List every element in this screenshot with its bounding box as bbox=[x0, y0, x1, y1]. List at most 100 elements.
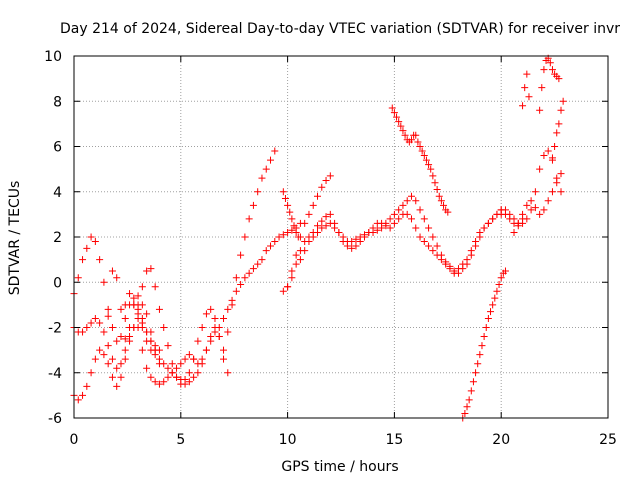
data-point bbox=[151, 378, 159, 386]
data-point bbox=[514, 222, 522, 230]
data-point bbox=[559, 97, 567, 105]
data-point bbox=[531, 188, 539, 196]
data-point bbox=[164, 364, 172, 372]
data-point bbox=[493, 287, 501, 295]
data-point bbox=[151, 351, 159, 359]
data-point bbox=[403, 210, 411, 218]
data-point bbox=[393, 113, 401, 121]
data-point bbox=[551, 143, 559, 150]
data-point bbox=[390, 109, 398, 117]
data-point bbox=[224, 328, 232, 336]
data-point bbox=[444, 208, 452, 216]
y-tick-label: 2 bbox=[53, 230, 62, 246]
data-point bbox=[173, 373, 181, 381]
data-point bbox=[487, 308, 495, 316]
data-point bbox=[130, 301, 138, 309]
data-point bbox=[480, 224, 488, 232]
data-point bbox=[461, 409, 469, 417]
data-point bbox=[254, 260, 262, 268]
data-point bbox=[181, 376, 189, 384]
data-point bbox=[134, 292, 142, 300]
data-point bbox=[497, 210, 505, 218]
data-point bbox=[164, 342, 172, 350]
data-point bbox=[211, 328, 219, 336]
data-point bbox=[113, 274, 121, 282]
data-point bbox=[79, 328, 87, 336]
data-point bbox=[540, 152, 548, 160]
y-tick-label: 4 bbox=[53, 185, 62, 201]
data-point bbox=[519, 210, 527, 218]
data-point bbox=[420, 215, 428, 223]
data-point bbox=[74, 396, 82, 404]
data-layer bbox=[70, 54, 567, 422]
series-track-a bbox=[70, 233, 163, 354]
data-point bbox=[279, 188, 287, 196]
data-point bbox=[557, 170, 565, 178]
data-point bbox=[288, 267, 296, 275]
data-point bbox=[232, 274, 240, 282]
data-point bbox=[476, 228, 484, 236]
data-point bbox=[279, 287, 287, 295]
axis-layer: 0 5 10 15 20 25 -6 -4 -2 0 2 4 6 8 10 bbox=[44, 49, 617, 448]
data-point bbox=[536, 165, 544, 173]
data-point bbox=[147, 346, 155, 354]
series-track-q bbox=[548, 97, 567, 162]
data-point bbox=[412, 224, 420, 232]
data-point bbox=[288, 215, 296, 223]
data-point bbox=[463, 403, 471, 411]
data-point bbox=[348, 244, 356, 252]
data-point bbox=[506, 210, 514, 218]
data-point bbox=[83, 324, 91, 331]
data-point bbox=[422, 156, 430, 164]
y-tick-label: -2 bbox=[48, 321, 62, 337]
data-point bbox=[527, 197, 535, 205]
data-point bbox=[290, 222, 298, 230]
data-point bbox=[390, 219, 398, 227]
data-point bbox=[318, 224, 326, 232]
data-point bbox=[117, 373, 125, 381]
data-point bbox=[523, 215, 531, 223]
data-point bbox=[523, 70, 531, 78]
data-point bbox=[557, 106, 565, 114]
series-track-m bbox=[497, 147, 565, 227]
data-point bbox=[491, 294, 499, 302]
data-point bbox=[431, 179, 439, 187]
data-point bbox=[301, 247, 309, 255]
data-point bbox=[185, 351, 193, 359]
data-point bbox=[463, 256, 471, 264]
data-point bbox=[309, 201, 317, 209]
data-point bbox=[318, 217, 326, 225]
data-point bbox=[279, 231, 287, 239]
data-point bbox=[395, 215, 403, 223]
data-point bbox=[104, 342, 112, 350]
data-point bbox=[472, 238, 480, 246]
data-point bbox=[322, 213, 330, 221]
data-point bbox=[335, 228, 343, 236]
y-axis-label: SDTVAR / TECUs bbox=[7, 181, 23, 296]
data-point bbox=[407, 215, 415, 223]
data-point bbox=[100, 328, 108, 336]
data-point bbox=[292, 260, 300, 268]
data-point bbox=[536, 106, 544, 114]
data-point bbox=[117, 333, 125, 341]
data-point bbox=[403, 197, 411, 205]
data-point bbox=[538, 84, 546, 92]
data-point bbox=[254, 188, 262, 196]
data-point bbox=[484, 314, 492, 322]
series-track-k bbox=[388, 104, 452, 216]
data-point bbox=[478, 342, 486, 350]
data-point bbox=[138, 283, 146, 291]
data-point bbox=[292, 228, 300, 236]
data-point bbox=[326, 172, 334, 180]
data-point bbox=[305, 210, 313, 218]
data-point bbox=[501, 267, 509, 275]
data-point bbox=[220, 346, 228, 354]
data-point bbox=[117, 360, 125, 368]
data-point bbox=[442, 258, 450, 266]
data-point bbox=[331, 224, 339, 232]
data-point bbox=[138, 346, 146, 354]
data-point bbox=[232, 287, 240, 295]
series-track-h bbox=[296, 192, 505, 275]
